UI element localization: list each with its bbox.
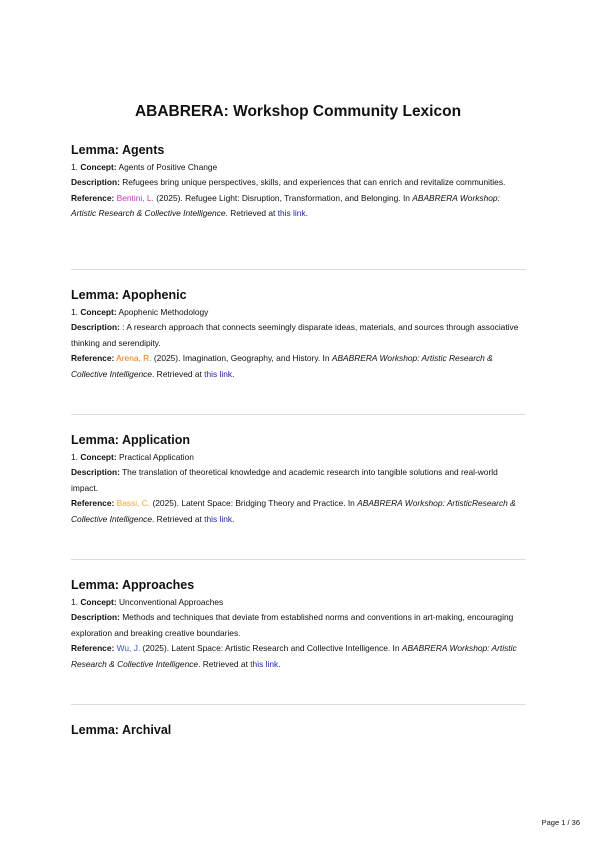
reference-author[interactable]: Arena, R. [116,353,152,364]
description-label: Description: [71,467,120,478]
description-text: Refugees bring unique perspectives, skil… [122,177,506,188]
concept-text: Agents of Positive Change [118,162,218,172]
concept-line: 1. Concept: Agents of Positive Change [71,160,526,175]
concept-line: 1. Concept: Practical Application [71,450,526,465]
description-label: Description: [71,322,120,333]
reference-end: . [232,513,235,524]
reference-line: Reference: Bentini, L. (2025). Refugee L… [71,191,526,222]
concept-label: Concept: [80,597,117,607]
reference-source: ABABRERA Workshop: Artistic Research & C… [71,353,493,379]
reference-text: (2025). Latent Space: Artistic Research … [140,643,402,654]
concept-line: 1. Concept: Unconventional Approaches [71,595,526,610]
concept-label: Concept: [80,307,117,317]
concept-number: 1. [71,307,78,317]
reference-author[interactable]: Bassi, C. [116,498,151,509]
concept-number: 1. [71,597,78,607]
reference-source: ABABRERA Workshop: Artistic Research & C… [71,643,517,669]
reference-end: . [278,658,281,669]
reference-retrieved: . Retrieved at [152,513,205,524]
reference-end: . [232,368,235,379]
reference-retrieved: . Retrieved at [152,368,205,379]
reference-line: Reference: Bassi, C. (2025). Latent Spac… [71,496,526,527]
concept-text: Apophenic Methodology [118,307,209,317]
reference-retrieved: . Retrieved at [198,658,251,669]
lexicon-entry: Lemma: Approaches 1. Concept: Unconventio… [71,577,526,672]
concept-number: 1. [71,452,78,462]
description-text: : A research approach that connects seem… [71,322,519,348]
separator [71,414,526,415]
lemma-heading: Lemma: Approaches [71,578,195,592]
description-line: Description: Refugees bring unique persp… [71,175,526,190]
concept-label: Concept: [80,162,117,172]
reference-retrieved: . Retrieved at [225,208,278,219]
reference-line: Reference: Wu, J. (2025). Latent Space: … [71,641,526,672]
reference-link[interactable]: this link [204,513,233,524]
reference-text: (2025). Latent Space: Bridging Theory an… [150,498,358,509]
reference-label: Reference: [71,353,115,364]
lexicon-entry: Lemma: Archival [71,722,526,740]
lexicon-entry: Lemma: Agents 1. Concept: Agents of Posit… [71,142,526,222]
page-number: Page 1 / 36 [541,818,580,827]
reference-label: Reference: [71,643,115,654]
lemma-heading: Lemma: Apophenic [71,288,187,302]
description-label: Description: [71,612,120,623]
document-title: ABABRERA: Workshop Community Lexicon [134,103,462,120]
concept-line: 1. Concept: Apophenic Methodology [71,305,526,320]
concept-text: Unconventional Approaches [118,597,224,607]
reference-source: ABABRERA Workshop: ArtisticResearch & Co… [71,498,516,524]
description-text: Methods and techniques that deviate from… [71,612,514,638]
separator [71,704,526,705]
concept-number: 1. [71,162,78,172]
lemma-heading: Lemma: Application [71,433,190,447]
reference-end: . [305,208,308,219]
separator [71,269,526,270]
reference-link[interactable]: this link [250,658,279,669]
separator [71,559,526,560]
reference-source: ABABRERA Workshop: Artistic Research & C… [71,192,500,219]
reference-text: (2025). Refugee Light: Disruption, Trans… [153,192,413,203]
description-label: Description: [71,177,120,188]
reference-line: Reference: Arena, R. (2025). Imagination… [71,351,526,382]
reference-text: (2025). Imagination, Geography, and Hist… [151,353,332,364]
description-text: The translation of theoretical knowledge… [71,467,498,493]
lexicon-entry: Lemma: Application 1. Concept: Practical … [71,432,526,527]
lemma-heading: Lemma: Archival [71,723,172,737]
lemma-heading: Lemma: Agents [71,143,165,157]
reference-author[interactable]: Bentini, L. [116,192,154,203]
reference-link[interactable]: this link [277,208,306,219]
description-line: Description: The translation of theoreti… [71,465,526,496]
reference-link[interactable]: this link [204,368,233,379]
description-line: Description: Methods and techniques that… [71,610,526,641]
concept-text: Practical Application [118,452,194,462]
description-line: Description: : A research approach that … [71,320,526,351]
concept-label: Concept: [80,452,117,462]
reference-label: Reference: [71,192,115,203]
lexicon-entry: Lemma: Apophenic 1. Concept: Apophenic Me… [71,287,526,382]
reference-label: Reference: [71,498,115,509]
reference-author[interactable]: Wu, J. [116,643,141,654]
